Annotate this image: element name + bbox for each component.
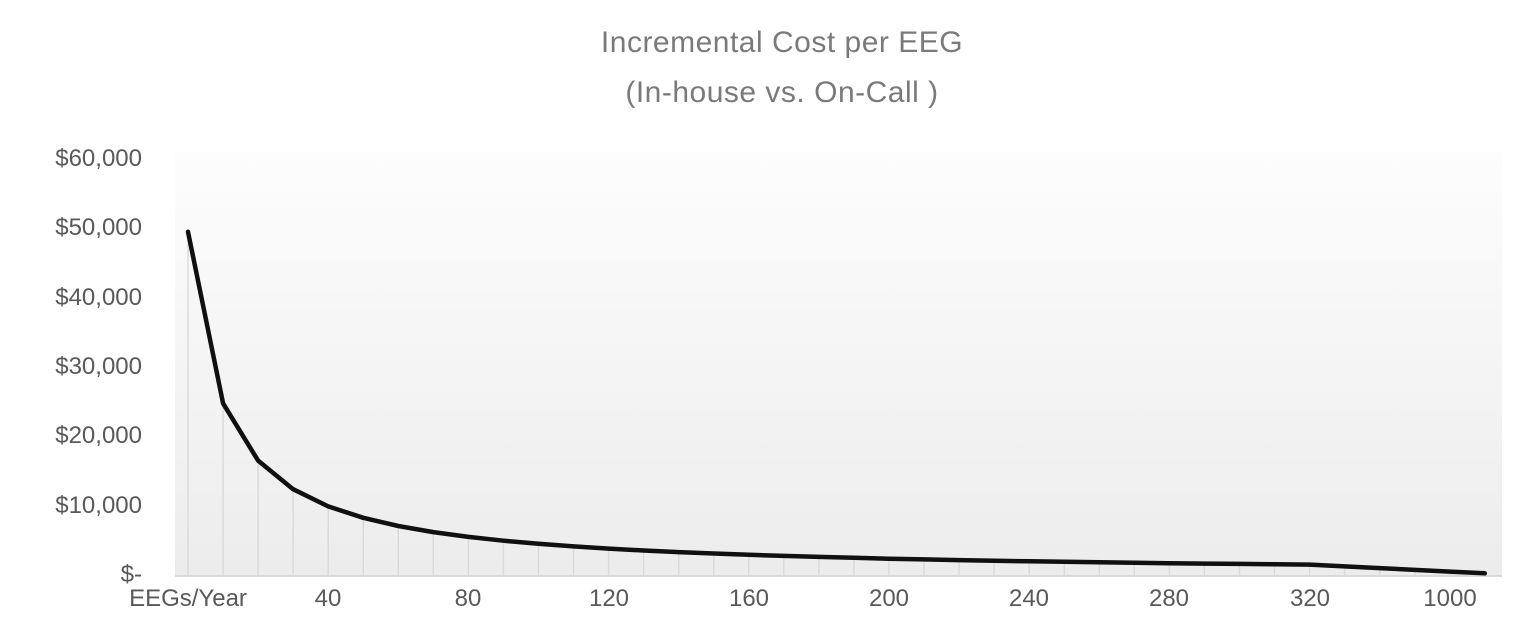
- chart-subtitle: (In-house vs. On-Call ): [625, 76, 939, 109]
- x-axis-tick-label: 120: [588, 585, 630, 612]
- y-axis-tick-label: $30,000: [55, 353, 142, 380]
- chart-title: Incremental Cost per EEG: [600, 26, 964, 59]
- x-axis-tick-label: 1000: [1423, 585, 1477, 612]
- x-axis-tick-label: 240: [1008, 585, 1050, 612]
- x-axis-tick-label: 80: [454, 585, 482, 612]
- x-axis-tick-label: 40: [314, 585, 342, 612]
- x-axis-label-eegs-per-year: EEGs/Year: [129, 585, 247, 612]
- y-axis-tick-label: $50,000: [55, 214, 142, 241]
- chart-title-block: Incremental Cost per EEG (In-house vs. O…: [32, 18, 1532, 118]
- y-axis-tick-label: $10,000: [55, 492, 142, 519]
- x-axis-tick-label: 160: [728, 585, 770, 612]
- y-axis-tick-label: $40,000: [55, 284, 142, 311]
- y-axis-tick-label: $60,000: [55, 145, 142, 172]
- plot-background: [175, 150, 1502, 577]
- cost-curve: [185, 229, 1488, 576]
- x-axis-tick-label: 200: [868, 585, 910, 612]
- y-axis-tick-label: $20,000: [55, 422, 142, 449]
- x-axis-tick-label: 320: [1289, 585, 1331, 612]
- x-axis-tick-label: 280: [1148, 585, 1190, 612]
- y-axis-tick-label: $-: [120, 561, 142, 588]
